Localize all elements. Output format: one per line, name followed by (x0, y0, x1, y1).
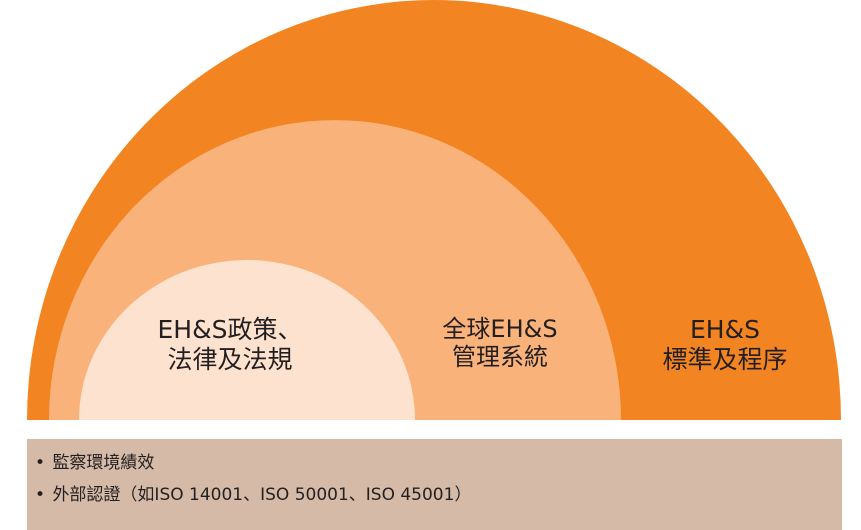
outer-arc-label-line1: EH&S (690, 315, 760, 344)
concentric-arcs-diagram (27, 0, 841, 420)
middle-arc-label-line1: 全球EH&S (442, 315, 558, 343)
bullet-marker: • (35, 485, 46, 505)
inner-arc-label-line1: EH&S政策、 (157, 315, 303, 344)
bullet-list: • 監察環境績效 • 外部認證（如ISO 14001、ISO 50001、ISO… (35, 453, 471, 517)
bullet-bar: • 監察環境績效 • 外部認證（如ISO 14001、ISO 50001、ISO… (27, 439, 842, 530)
inner-arc-label-line2: 法律及法規 (167, 345, 293, 374)
middle-arc-label: 全球EH&S 管理系統 (405, 315, 595, 371)
outer-arc-label: EH&S 標準及程序 (640, 315, 810, 375)
middle-arc-label-line2: 管理系統 (452, 343, 548, 371)
inner-arc-label: EH&S政策、 法律及法規 (125, 315, 335, 375)
list-item: • 監察環境績效 (35, 453, 471, 473)
list-item-text: 監察環境績效 (52, 453, 155, 473)
outer-arc-label-line2: 標準及程序 (662, 345, 788, 374)
list-item: • 外部認證（如ISO 14001、ISO 50001、ISO 45001） (35, 485, 471, 505)
bullet-marker: • (35, 453, 46, 473)
inner-arc (79, 260, 415, 420)
list-item-text: 外部認證（如ISO 14001、ISO 50001、ISO 45001） (52, 485, 472, 505)
